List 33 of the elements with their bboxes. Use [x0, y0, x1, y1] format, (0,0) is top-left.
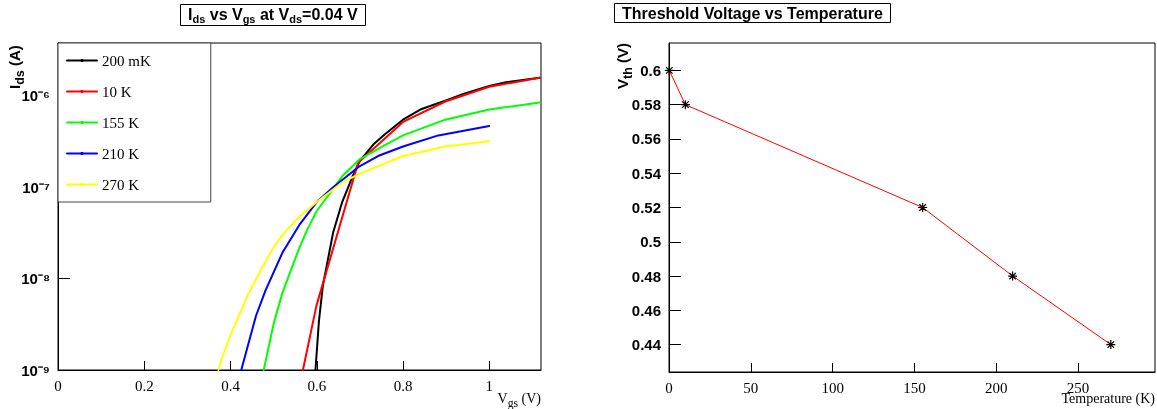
x-tick-label: 0.2 [134, 377, 154, 394]
legend-label: 270 K [102, 176, 140, 193]
x-tick-label: 0.4 [221, 377, 241, 394]
x-tick-label: 0.6 [307, 377, 327, 394]
legend-label: 155 K [102, 114, 140, 131]
x-tick-label: 150 [903, 379, 926, 396]
y-tick-label: 10⁻⁷ [22, 178, 50, 196]
y-tick-label: 0.5 [640, 233, 661, 251]
x-tick-label: 1 [485, 377, 493, 394]
x-axis-title: Temperature (K) [1061, 391, 1155, 407]
x-tick-label: 0.8 [393, 377, 413, 394]
x-tick-label: 200 [985, 379, 1008, 396]
legend-label: 210 K [102, 145, 140, 162]
y-tick-label: 0.48 [631, 267, 661, 285]
y-tick-label: 0.46 [631, 301, 661, 319]
y-tick-label: 0.56 [631, 130, 661, 148]
y-tick-label: 10⁻⁸ [21, 270, 50, 288]
y-tick-label: 10⁻⁶ [21, 87, 50, 105]
y-tick-label: 0.58 [631, 96, 661, 114]
y-tick-label: 0.52 [631, 199, 661, 216]
x-tick-label: 100 [821, 379, 844, 396]
x-tick-label: 0 [54, 377, 62, 394]
x-tick-label: 0 [665, 379, 673, 396]
x-axis-title: V$_{gs}$ (V) [497, 391, 541, 409]
chart-title: Threshold Voltage vs Temperature [622, 4, 883, 22]
x-tick-label: 50 [743, 379, 759, 396]
legend-label: 10 K [102, 83, 132, 100]
y-tick-label: 10⁻⁹ [21, 361, 50, 379]
y-tick-label: 0.6 [640, 61, 661, 79]
y-tick-label: 0.54 [631, 164, 662, 182]
line-series [262, 101, 541, 371]
legend-label: 200 mK [102, 52, 151, 69]
y-tick-label: 0.44 [631, 336, 662, 354]
